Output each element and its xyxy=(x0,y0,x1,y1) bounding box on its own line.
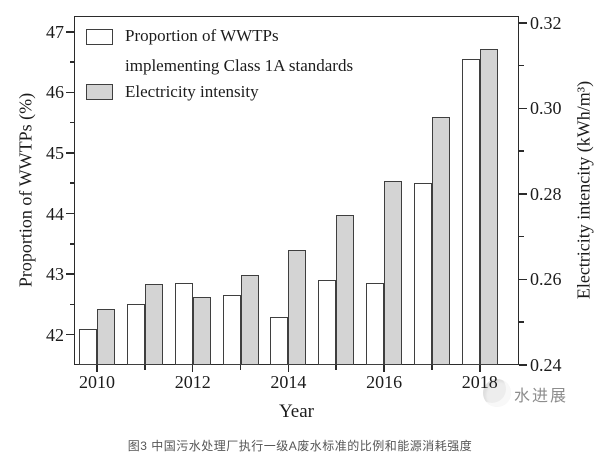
watermark-text: 水进展 xyxy=(514,388,569,405)
bar-proportion-2010 xyxy=(79,328,97,365)
x-tick-2010 xyxy=(96,365,98,372)
bar-electricity-2015 xyxy=(336,215,355,365)
x-tick-2016 xyxy=(383,365,385,372)
bar-electricity-2016 xyxy=(384,181,403,365)
bar-proportion-2012 xyxy=(174,283,193,365)
y-left-major-tick-45 xyxy=(66,152,74,154)
y-right-tick-label-0.3: 0.30 xyxy=(530,98,562,119)
y-right-minor-tick-0.29 xyxy=(519,150,524,152)
x-tick-label-2012: 2012 xyxy=(174,372,211,392)
watermark-droplet-logo-icon xyxy=(483,379,511,407)
y-left-minor-tick-44.5 xyxy=(69,182,74,185)
y-left-tick-label-46: 46 xyxy=(46,82,64,103)
legend-label-proportion-line1: Proportion of WWTPs xyxy=(125,26,279,45)
y-left-minor-tick-46.5 xyxy=(69,61,74,63)
legend-swatch-proportion xyxy=(86,29,113,45)
y-left-tick-label-44: 44 xyxy=(46,203,64,224)
bar-electricity-2018 xyxy=(479,48,498,365)
y-left-tick-label-43: 43 xyxy=(46,264,64,285)
legend-swatch-electricity xyxy=(86,84,113,100)
y-left-minor-tick-45.5 xyxy=(69,121,74,124)
y-left-minor-tick-42.5 xyxy=(69,303,74,306)
y-right-tick-label-0.26: 0.26 xyxy=(530,269,562,290)
x-tick-2015 xyxy=(335,365,338,370)
y-axis-title-left: Proportion of WWTPs (%) xyxy=(15,92,36,288)
bar-electricity-2014 xyxy=(288,249,307,365)
y-right-major-tick-0.28 xyxy=(519,193,527,195)
y-left-major-tick-43 xyxy=(66,273,74,275)
x-tick-label-2014: 2014 xyxy=(270,372,307,392)
x-tick-2013 xyxy=(239,365,242,370)
x-tick-label-2018: 2018 xyxy=(461,372,498,392)
y-right-major-tick-0.26 xyxy=(519,278,527,281)
bar-proportion-2016 xyxy=(366,283,385,365)
bar-electricity-2010 xyxy=(97,309,115,365)
bar-proportion-2013 xyxy=(222,295,241,365)
figure-caption: 图3 中国污水处理厂执行一级A废水标准的比例和能源消耗强度 xyxy=(127,439,473,453)
y-left-minor-tick-43.5 xyxy=(69,243,74,245)
y-right-tick-label-0.28: 0.28 xyxy=(530,183,562,204)
bar-proportion-2011 xyxy=(126,304,145,365)
bar-proportion-2018 xyxy=(461,59,480,365)
y-left-major-tick-47 xyxy=(66,30,74,33)
y-left-major-tick-42 xyxy=(66,333,74,336)
y-right-tick-label-0.24: 0.24 xyxy=(530,355,562,375)
x-tick-label-2010: 2010 xyxy=(79,372,115,392)
y-left-tick-label-47: 47 xyxy=(46,21,64,42)
x-tick-2014 xyxy=(287,365,290,372)
y-left-tick-label-42: 42 xyxy=(46,324,64,345)
y-right-minor-tick-0.27 xyxy=(519,235,524,238)
bar-proportion-2017 xyxy=(413,183,432,365)
y-right-major-tick-0.3 xyxy=(519,107,527,110)
x-tick-label-2016: 2016 xyxy=(366,372,403,392)
y-right-major-tick-0.24 xyxy=(519,364,527,366)
bar-electricity-2017 xyxy=(431,116,450,365)
x-tick-2011 xyxy=(144,365,146,370)
x-tick-2012 xyxy=(191,365,194,372)
x-tick-2018 xyxy=(479,365,481,372)
bar-proportion-2015 xyxy=(318,280,337,365)
legend-label-proportion-line2: implementing Class 1A standards xyxy=(125,56,354,75)
y-right-major-tick-0.32 xyxy=(519,22,527,24)
y-right-minor-tick-0.31 xyxy=(519,64,524,67)
y-right-minor-tick-0.25 xyxy=(519,321,524,324)
bar-electricity-2011 xyxy=(144,283,163,365)
y-right-tick-label-0.32: 0.32 xyxy=(530,12,562,33)
x-axis-title: Year xyxy=(278,401,314,422)
x-tick-2017 xyxy=(431,365,433,370)
y-left-major-tick-44 xyxy=(66,212,74,215)
bar-proportion-2014 xyxy=(270,316,289,365)
bar-electricity-2013 xyxy=(240,275,259,365)
y-left-major-tick-46 xyxy=(66,91,74,94)
bar-electricity-2012 xyxy=(192,296,211,365)
y-left-tick-label-45: 45 xyxy=(46,142,64,163)
legend-label-electricity: Electricity intensity xyxy=(125,82,259,101)
